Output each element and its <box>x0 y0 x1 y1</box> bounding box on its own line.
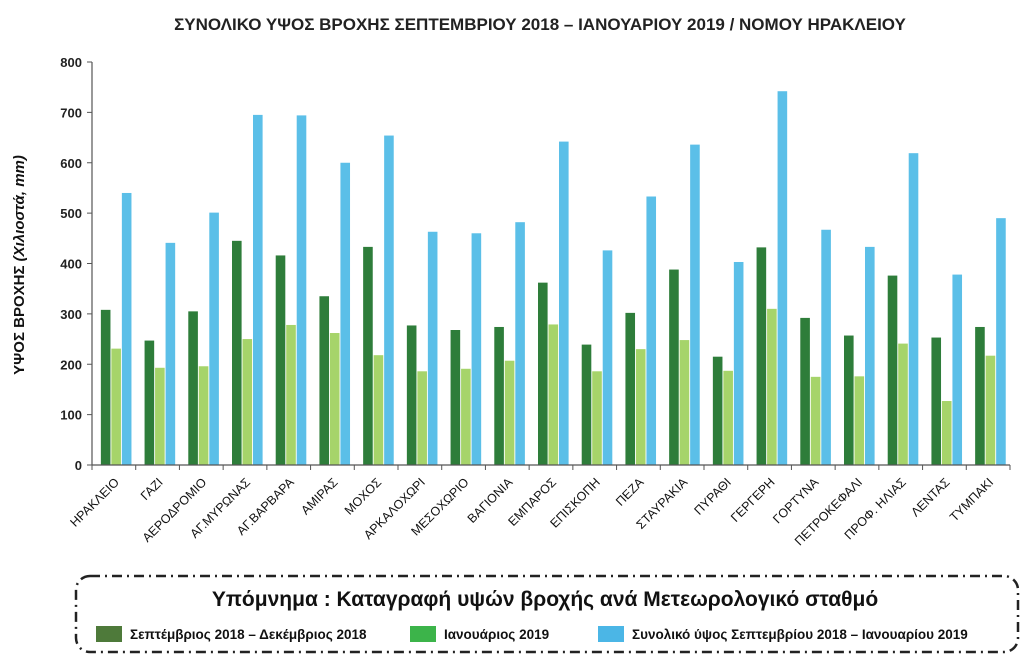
y-tick-label-4: 400 <box>60 257 82 272</box>
bar-s1-c1 <box>155 367 165 465</box>
legend-title: Υπόμνημα : Καταγραφή υψών βροχής ανά Μετ… <box>212 588 878 611</box>
bar-s2-c18 <box>908 153 919 465</box>
bar-s1-c20 <box>985 355 996 465</box>
bar-s0-c19 <box>931 337 942 465</box>
bar-s0-c17 <box>844 335 854 465</box>
legend-swatch-1 <box>410 626 436 642</box>
bar-s0-c11 <box>581 344 592 465</box>
bar-s1-c14 <box>723 370 733 465</box>
bar-s2-c4 <box>296 115 307 466</box>
bar-s2-c13 <box>690 144 700 465</box>
bar-s0-c18 <box>887 275 898 465</box>
legend-label-1: Ιανουάριος 2019 <box>444 627 549 642</box>
legend: Υπόμνημα : Καταγραφή υψών βροχής ανά Μετ… <box>74 574 1020 654</box>
bar-s2-c3 <box>253 114 263 465</box>
bar-s2-c11 <box>602 250 613 465</box>
x-tick-label-1: ΓΑΖΙ <box>138 475 166 503</box>
y-tick-label-7: 700 <box>60 105 82 120</box>
bar-s1-c3 <box>242 339 253 465</box>
y-axis-label-unit: (Χιλιοστά, mm) <box>11 155 28 265</box>
bar-s0-c6 <box>363 246 373 465</box>
chart-title: ΣΥΝΟΛΙΚΟ ΥΨΟΣ ΒΡΟΧΗΣ ΣΕΠΤΕΜΒΡΙΟΥ 2018 – … <box>174 15 906 34</box>
x-tick-label-12: ΠΕΖΑ <box>613 475 647 509</box>
bar-s2-c5 <box>340 162 351 465</box>
y-tick-label-1: 100 <box>60 408 82 423</box>
bar-s1-c18 <box>898 343 908 465</box>
bar-s2-c15 <box>777 91 788 465</box>
y-axis-label-main: ΥΨΟΣ ΒΡΟΧΗΣ <box>11 266 28 375</box>
bars <box>100 91 1006 466</box>
y-tick-label-2: 200 <box>60 357 82 372</box>
bar-s2-c12 <box>646 196 657 465</box>
bar-s2-c14 <box>733 261 744 465</box>
bar-s1-c19 <box>941 401 952 465</box>
axes <box>91 62 1011 470</box>
bar-s0-c10 <box>538 282 548 465</box>
x-tick-label-6: ΜΟΧΟΣ <box>342 475 385 518</box>
legend-frame <box>74 574 1020 654</box>
legend-swatch-2 <box>598 626 624 642</box>
bar-s0-c9 <box>494 326 504 465</box>
bar-s1-c17 <box>854 376 865 465</box>
bar-s0-c20 <box>975 326 985 465</box>
bar-s2-c8 <box>471 233 482 465</box>
bar-s0-c14 <box>712 356 723 465</box>
bar-s0-c12 <box>625 312 636 465</box>
x-tick-label-5: ΑΜΙΡΑΣ <box>298 475 340 517</box>
y-tick-label-8: 800 <box>60 55 82 70</box>
bar-s1-c5 <box>329 333 340 465</box>
bar-s1-c9 <box>504 360 515 465</box>
bar-s1-c16 <box>810 376 821 465</box>
bar-s2-c1 <box>165 242 176 465</box>
bar-s1-c8 <box>461 368 471 465</box>
bar-s0-c0 <box>100 309 111 465</box>
legend-items: Σεπτέμβριος 2018 – Δεκέμβριος 2018 Ιανουά… <box>96 626 968 642</box>
x-tick-label-14: ΠΥΡΑΘΙ <box>692 475 734 517</box>
bar-s1-c6 <box>373 355 384 465</box>
bar-s0-c16 <box>800 317 810 465</box>
bar-s0-c15 <box>756 247 767 465</box>
bar-s1-c13 <box>679 340 690 465</box>
legend-swatch-0 <box>96 626 122 642</box>
bar-s2-c7 <box>427 231 438 465</box>
bar-s0-c8 <box>450 330 461 465</box>
bar-s1-c11 <box>592 371 602 465</box>
x-tick-label-19: ΛΕΝΤΑΣ <box>908 475 952 519</box>
bar-s1-c10 <box>548 324 559 465</box>
bar-s1-c0 <box>111 348 121 465</box>
x-axis-labels: ΗΡΑΚΛΕΙΟ ΓΑΖΙΑΕΡΟΔΡΟΜΙΟΑΓ.ΜΥΡΩΝΑΣΑΓ.ΒΑΡΒΑ… <box>68 475 997 549</box>
bar-s2-c17 <box>865 246 875 465</box>
bar-s2-c6 <box>384 135 394 466</box>
bar-s2-c19 <box>952 274 963 465</box>
y-tick-label-0: 0 <box>75 458 82 473</box>
y-axis-ticks: 0 100 200 300 400 500 600 700 800 <box>60 55 92 473</box>
bar-s0-c7 <box>406 325 417 465</box>
bar-s0-c13 <box>669 269 679 465</box>
bar-s0-c1 <box>144 340 155 465</box>
bar-s2-c2 <box>209 212 219 465</box>
bar-s0-c4 <box>275 255 286 465</box>
bar-s2-c9 <box>515 222 525 465</box>
bar-s1-c2 <box>198 366 209 465</box>
y-axis-label: ΥΨΟΣ ΒΡΟΧΗΣ (Χιλιοστά, mm) <box>11 155 28 375</box>
y-tick-label-6: 600 <box>60 156 82 171</box>
x-tick-label-20: ΤΥΜΠΑΚΙ <box>947 475 996 524</box>
bar-s2-c0 <box>121 192 132 465</box>
bar-s2-c16 <box>821 229 831 465</box>
y-tick-label-5: 500 <box>60 206 82 221</box>
y-tick-label-3: 300 <box>60 307 82 322</box>
x-tick-label-0: ΗΡΑΚΛΕΙΟ <box>68 475 123 530</box>
bar-s1-c15 <box>767 308 777 465</box>
bar-s0-c2 <box>188 311 198 465</box>
bar-s1-c12 <box>635 349 646 465</box>
bar-s0-c5 <box>319 296 330 465</box>
bar-s1-c7 <box>417 371 427 465</box>
bar-s2-c20 <box>996 218 1006 465</box>
bar-s0-c3 <box>232 240 242 465</box>
bar-s2-c10 <box>559 141 569 465</box>
legend-label-0: Σεπτέμβριος 2018 – Δεκέμβριος 2018 <box>130 627 367 642</box>
legend-label-2: Συνολικό ύψος Σεπτεμβρίου 2018 – Ιανουαρ… <box>632 627 968 642</box>
bar-s1-c4 <box>286 324 296 465</box>
